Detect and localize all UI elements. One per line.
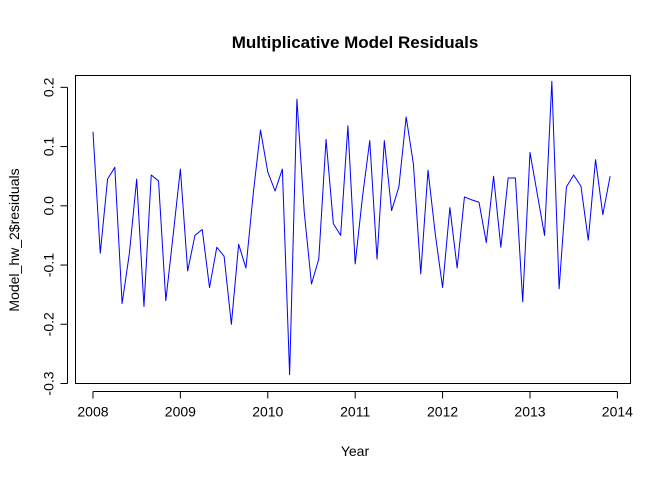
- plot-area-frame: [75, 75, 631, 384]
- y-tick-label: -0.2: [41, 312, 57, 336]
- x-tick-label: 2009: [165, 404, 196, 420]
- y-tick-label: -0.3: [41, 371, 57, 395]
- x-tick-label: 2012: [427, 404, 458, 420]
- x-tick-label: 2011: [340, 404, 370, 420]
- y-tick-label: 0.0: [41, 196, 57, 216]
- chart-title: Multiplicative Model Residuals: [232, 33, 479, 52]
- x-axis: 2008 2009 2010 2011 2012 2013 2014: [77, 391, 633, 420]
- y-axis: -0.3 -0.2 -0.1 0.0 0.1 0.2: [41, 77, 68, 396]
- y-tick-label: 0.2: [41, 77, 57, 97]
- x-tick-label: 2013: [514, 404, 545, 420]
- series-layer: [92, 80, 611, 376]
- y-tick-label: -0.1: [41, 253, 57, 277]
- x-tick-label: 2010: [252, 404, 283, 420]
- x-tick-label: 2008: [77, 404, 108, 420]
- y-tick-label: 0.1: [41, 137, 57, 157]
- x-tick-label: 2014: [602, 404, 633, 420]
- residuals-series-line: [92, 80, 611, 376]
- y-axis-label: Model_hw_2$residuals: [6, 168, 22, 311]
- x-axis-label: Year: [341, 443, 370, 459]
